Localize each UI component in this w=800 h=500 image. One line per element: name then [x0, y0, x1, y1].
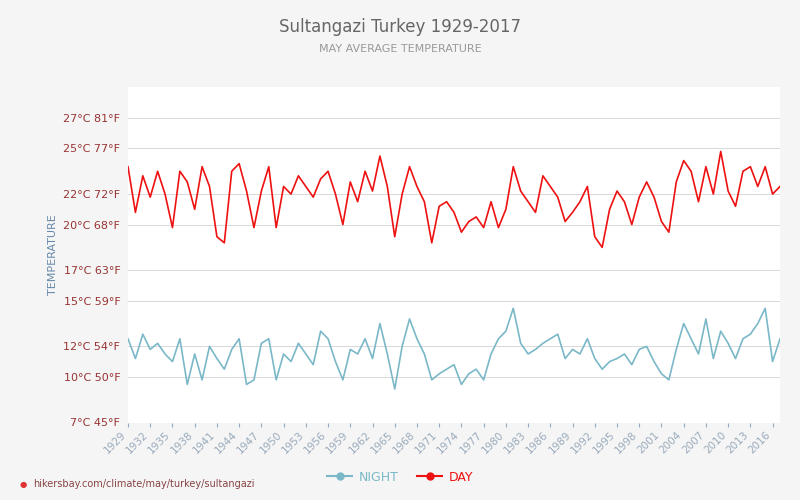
- Text: MAY AVERAGE TEMPERATURE: MAY AVERAGE TEMPERATURE: [318, 44, 482, 54]
- Text: Sultangazi Turkey 1929-2017: Sultangazi Turkey 1929-2017: [279, 18, 521, 36]
- Y-axis label: TEMPERATURE: TEMPERATURE: [48, 214, 58, 296]
- Text: ●: ●: [20, 480, 27, 489]
- Text: hikersbay.com/climate/may/turkey/sultangazi: hikersbay.com/climate/may/turkey/sultang…: [34, 479, 255, 489]
- Legend: NIGHT, DAY: NIGHT, DAY: [322, 466, 478, 489]
